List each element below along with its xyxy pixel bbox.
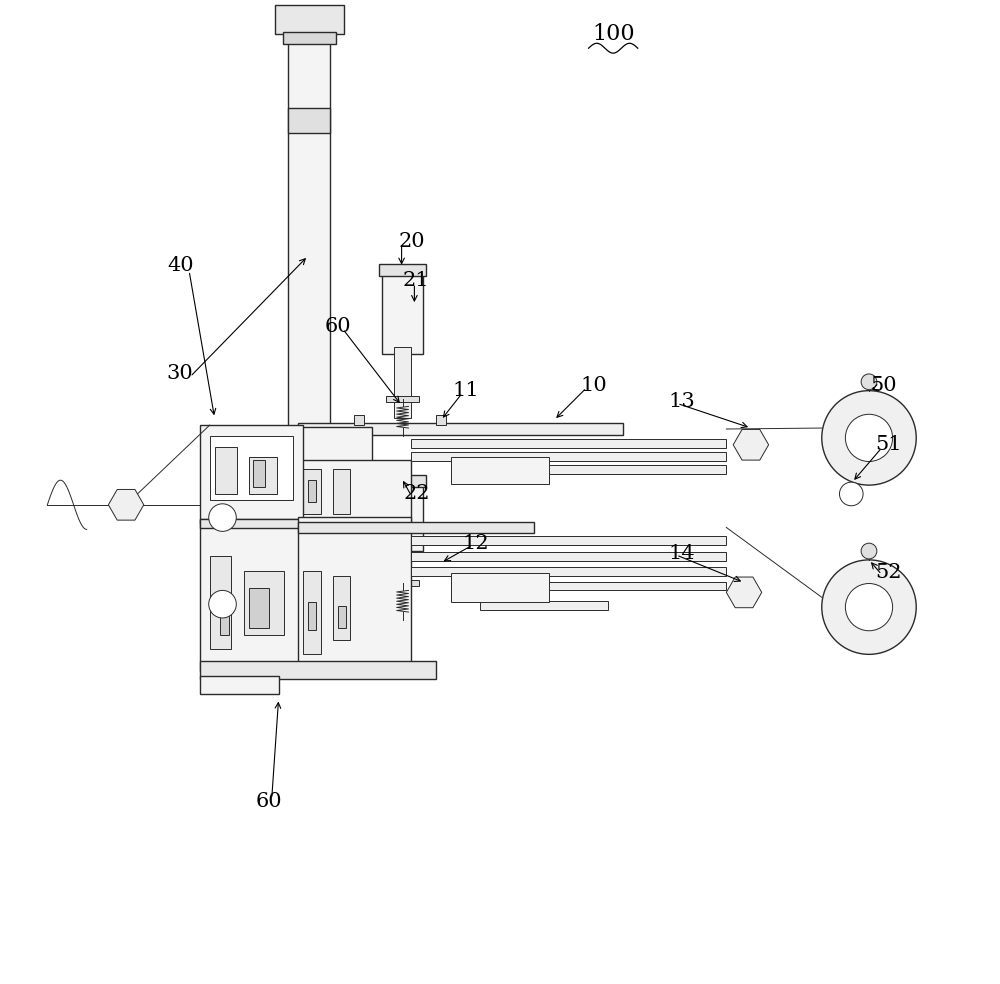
Bar: [354, 415, 364, 425]
Bar: [308, 523, 402, 548]
Bar: [338, 606, 346, 628]
Bar: [298, 460, 411, 523]
Circle shape: [861, 543, 877, 559]
Text: 50: 50: [870, 376, 897, 396]
Bar: [333, 576, 350, 640]
Bar: [249, 588, 269, 628]
Circle shape: [209, 504, 236, 531]
Text: 13: 13: [669, 392, 695, 411]
Text: 52: 52: [875, 563, 902, 583]
Text: 40: 40: [167, 256, 194, 276]
Circle shape: [209, 590, 236, 618]
Text: 10: 10: [580, 376, 607, 396]
Text: 51: 51: [875, 435, 902, 455]
Circle shape: [822, 560, 916, 654]
Bar: [308, 602, 316, 630]
Bar: [451, 465, 726, 474]
Bar: [411, 439, 726, 448]
Bar: [411, 567, 726, 576]
Bar: [200, 519, 357, 528]
Bar: [308, 480, 316, 502]
Bar: [283, 32, 336, 44]
Bar: [411, 452, 726, 461]
Bar: [411, 536, 726, 545]
Bar: [244, 571, 284, 635]
Bar: [298, 423, 623, 435]
Circle shape: [845, 584, 893, 631]
Bar: [210, 556, 231, 649]
Bar: [394, 347, 411, 418]
Text: 60: 60: [324, 317, 351, 337]
Polygon shape: [733, 429, 769, 461]
Bar: [298, 522, 534, 533]
Bar: [253, 460, 265, 487]
Bar: [275, 5, 344, 34]
Bar: [200, 519, 357, 671]
Text: 20: 20: [398, 231, 425, 251]
Bar: [298, 517, 411, 664]
Bar: [379, 475, 426, 487]
Bar: [200, 425, 303, 523]
Bar: [215, 447, 237, 494]
Bar: [451, 573, 549, 602]
Bar: [382, 482, 423, 551]
Bar: [394, 545, 411, 602]
Bar: [210, 436, 293, 500]
Bar: [480, 601, 608, 610]
Text: 60: 60: [255, 792, 282, 812]
Circle shape: [822, 391, 916, 485]
Bar: [200, 661, 436, 679]
Bar: [249, 457, 277, 494]
Text: 30: 30: [167, 364, 194, 384]
Text: 100: 100: [592, 24, 634, 45]
Bar: [298, 427, 372, 464]
Bar: [288, 25, 330, 448]
Bar: [303, 469, 321, 514]
Bar: [379, 264, 426, 276]
Bar: [382, 271, 423, 354]
Bar: [333, 469, 350, 514]
Bar: [451, 457, 549, 484]
Bar: [200, 676, 279, 694]
Text: 14: 14: [669, 543, 695, 563]
Text: 11: 11: [452, 381, 479, 400]
Circle shape: [845, 414, 893, 461]
Bar: [386, 396, 419, 402]
Polygon shape: [108, 489, 144, 521]
Circle shape: [839, 482, 863, 506]
Bar: [303, 571, 321, 654]
Text: 21: 21: [403, 271, 430, 290]
Bar: [220, 595, 229, 635]
Bar: [451, 582, 726, 590]
Bar: [436, 415, 446, 425]
Text: 22: 22: [403, 484, 430, 504]
Bar: [411, 552, 726, 561]
Circle shape: [861, 374, 877, 390]
Bar: [288, 108, 330, 133]
Text: 12: 12: [462, 533, 489, 553]
Bar: [386, 580, 419, 586]
Polygon shape: [726, 577, 762, 608]
